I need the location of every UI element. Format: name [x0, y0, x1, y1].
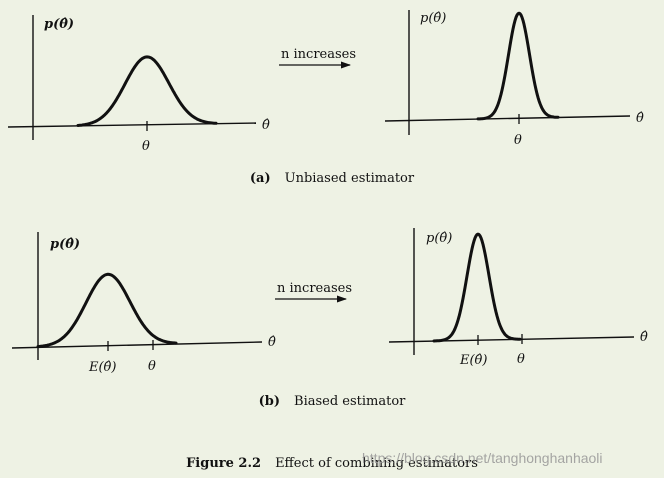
- caption-a-text: Unbiased estimator: [284, 171, 415, 186]
- caption-b-text: Biased estimator: [294, 394, 406, 409]
- theta-label: θ: [514, 133, 522, 148]
- density-curve: [476, 11, 560, 121]
- x-axis: [384, 115, 631, 122]
- x-axis-label: θ̂: [262, 118, 270, 133]
- figure-caption-text: Effect of combining estimators: [275, 456, 478, 471]
- x-axis-label: θ̂: [636, 111, 644, 126]
- theta-label: θ: [142, 139, 150, 154]
- figure-caption-label: Figure 2.2: [186, 456, 262, 471]
- figure-caption: Figure 2.2 Effect of combining estimators: [0, 456, 664, 471]
- arrow-label: n increases: [281, 47, 356, 62]
- arrow-label: n increases: [277, 281, 352, 296]
- theta-label: θ: [148, 359, 156, 374]
- plot-a-left: p(θ̂) θ̂ θ: [7, 15, 270, 154]
- n-increases-arrow-a: n increases: [279, 47, 356, 69]
- caption-b-label: (b): [258, 394, 281, 409]
- density-curve: [432, 232, 522, 343]
- caption-b: (b) Biased estimator: [0, 394, 664, 409]
- expectation-label: E(θ̂): [459, 353, 487, 368]
- plot-b-left: p(θ̂) θ̂ E(θ̂) θ: [11, 232, 276, 375]
- watermark: https://blog.csdn.net/tanghonghanhaoli: [362, 450, 603, 466]
- x-axis-label: θ̂: [268, 335, 276, 350]
- n-increases-arrow-b: n increases: [275, 281, 352, 303]
- theta-label: θ: [517, 352, 525, 367]
- density-curve: [36, 272, 178, 349]
- x-axis-label: θ̂: [640, 330, 648, 345]
- y-axis-label: p(θ̂): [44, 17, 74, 32]
- density-curve: [76, 55, 218, 127]
- x-axis: [7, 122, 257, 128]
- y-axis-label: p(θ̂): [50, 237, 80, 252]
- plot-a-right: p(θ̂) θ̂ θ: [384, 10, 644, 148]
- plot-b-right: p(θ̂) θ̂ E(θ̂) θ: [388, 228, 648, 368]
- expectation-label: E(θ̂): [88, 360, 116, 375]
- x-axis: [11, 341, 263, 349]
- caption-a-label: (a): [249, 171, 271, 186]
- y-axis-label: p(θ̂): [426, 231, 452, 246]
- y-axis-label: p(θ̂): [420, 11, 446, 26]
- caption-a: (a) Unbiased estimator: [0, 171, 664, 186]
